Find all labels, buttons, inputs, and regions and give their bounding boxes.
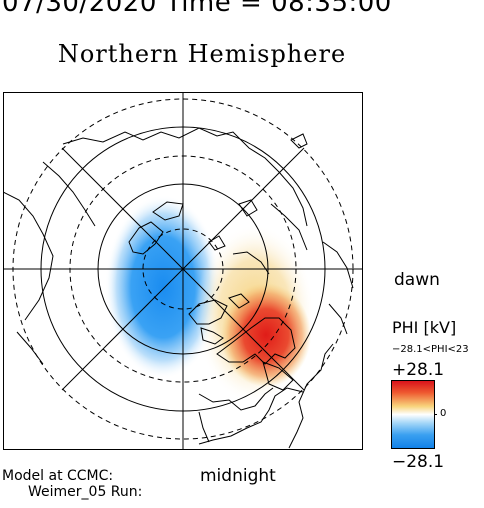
model-line-2: Weimer_05 Run:: [28, 484, 143, 500]
dawn-label: dawn: [394, 270, 440, 290]
colorbar-title: PHI [kV]: [392, 318, 457, 337]
colorbar: [391, 380, 437, 449]
polar-map: [3, 92, 363, 450]
midnight-label: midnight: [200, 466, 276, 486]
potential-cells: [105, 195, 315, 404]
colorbar-max-label: +28.1: [392, 360, 445, 380]
colorbar-range: −28.1<PHI<23: [392, 344, 469, 355]
model-line-1: Model at CCMC:: [2, 468, 114, 484]
meridian-grid: [3, 92, 363, 449]
colorbar-mid-label: 0: [440, 408, 447, 419]
colorbar-min-label: −28.1: [392, 452, 445, 472]
negative-potential-cell: [105, 195, 221, 379]
coastlines: [3, 127, 354, 449]
plot-title: Northern Hemisphere: [57, 40, 347, 68]
colorbar-gradient: [391, 380, 435, 449]
date-time-header: 07/30/2020 Time = 08:35:00: [2, 0, 392, 18]
